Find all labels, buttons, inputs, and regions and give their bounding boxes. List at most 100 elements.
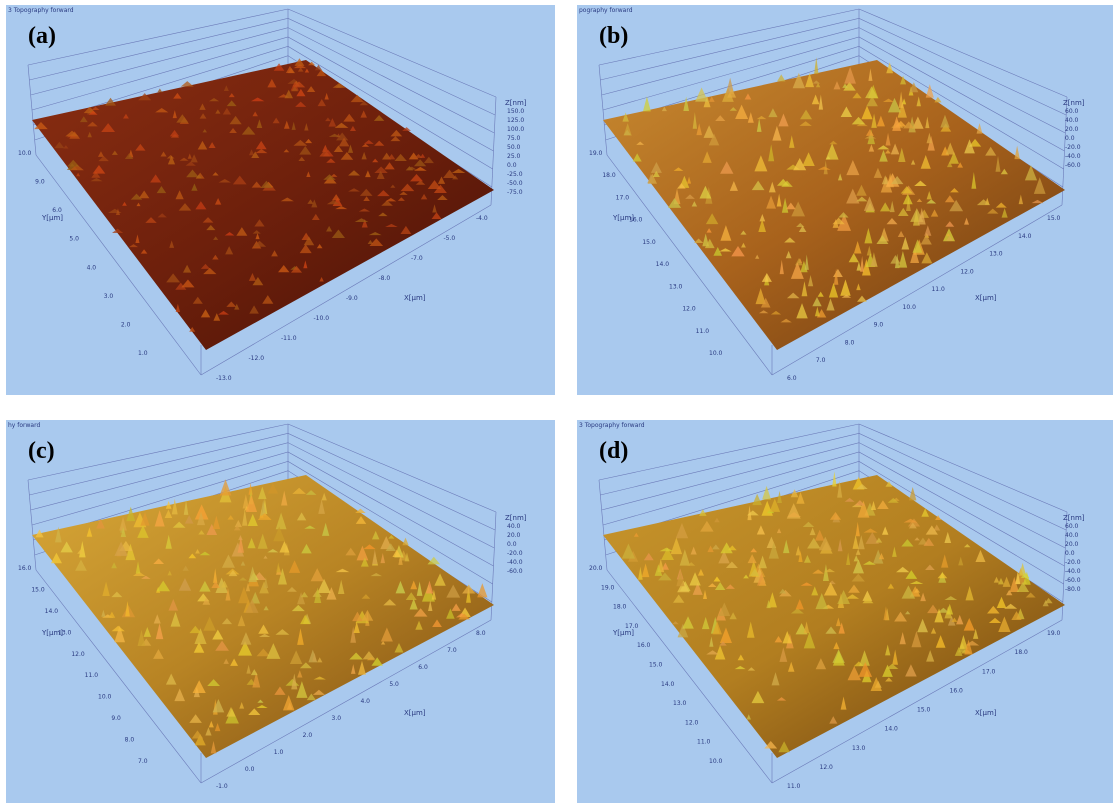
figure: 3 Topography forward(a)Z[nm]Y[µm]X[µm]15… [0, 0, 1118, 807]
x-axis-label: X[µm] [975, 709, 997, 717]
z-axis-label: Z[nm] [1063, 514, 1085, 522]
y-tick-label: 4.0 [87, 264, 97, 271]
z-tick-label: -60.0 [1065, 577, 1081, 584]
y-tick-label: 11.0 [697, 739, 711, 746]
y-tick-label: 12.0 [71, 651, 85, 658]
y-tick-label: 10.0 [98, 694, 112, 701]
z-tick-label: 40.0 [507, 523, 521, 530]
panel-header: hy forward [8, 422, 40, 429]
y-tick-label: 12.0 [682, 306, 696, 313]
x-tick-label: 7.0 [816, 357, 826, 364]
y-tick-label: 5.0 [69, 236, 79, 243]
x-tick-label: -1.0 [216, 783, 228, 790]
x-tick-label: 8.0 [845, 339, 855, 346]
z-axis-label: Z[nm] [505, 514, 527, 522]
x-tick-label: 7.0 [447, 647, 457, 654]
y-tick-label: 6.0 [52, 207, 62, 214]
x-tick-label: -9.0 [346, 295, 358, 302]
y-tick-label: 1.0 [138, 350, 148, 357]
y-tick-label: 13.0 [58, 629, 72, 636]
panel-label: (b) [599, 23, 628, 49]
z-tick-label: -25.0 [507, 171, 523, 178]
z-tick-label: 0.0 [1065, 135, 1075, 142]
x-tick-label: -5.0 [444, 235, 456, 242]
y-tick-label: 2.0 [121, 321, 131, 328]
x-tick-label: 12.0 [960, 268, 974, 275]
y-tick-label: 19.0 [589, 150, 603, 157]
y-tick-label: 18.0 [613, 604, 627, 611]
y-tick-label: 10.0 [709, 758, 723, 765]
x-tick-label: 2.0 [303, 732, 313, 739]
panel-header: 3 Topography forward [8, 7, 74, 14]
y-tick-label: 19.0 [601, 584, 615, 591]
z-tick-label: 20.0 [507, 532, 521, 539]
panel-header: 3 Topography forward [579, 422, 645, 429]
z-tick-label: -20.0 [1065, 144, 1081, 151]
y-axis-label: Y[µm] [41, 214, 63, 222]
z-tick-label: -75.0 [507, 189, 523, 196]
y-tick-label: 18.0 [602, 172, 616, 179]
y-tick-label: 11.0 [696, 328, 710, 335]
x-tick-label: 8.0 [476, 630, 486, 637]
z-tick-label: 150.0 [507, 108, 524, 115]
x-tick-label: 1.0 [274, 749, 284, 756]
x-tick-label: 11.0 [931, 286, 945, 293]
x-tick-label: 13.0 [989, 251, 1003, 258]
panel-label: (c) [28, 438, 55, 464]
z-axis-label: Z[nm] [505, 99, 527, 107]
y-tick-label: 16.0 [637, 642, 651, 649]
x-tick-label: 4.0 [360, 698, 370, 705]
y-tick-label: 8.0 [125, 737, 135, 744]
y-tick-label: 13.0 [673, 700, 687, 707]
x-tick-label: 16.0 [950, 687, 964, 694]
y-tick-label: 20.0 [589, 565, 603, 572]
y-tick-label: 10.0 [18, 150, 32, 157]
x-tick-label: 19.0 [1047, 630, 1061, 637]
x-tick-label: 0.0 [245, 766, 255, 773]
panel: 3 Topography forward(d)Z[nm]Y[µm]X[µm]60… [577, 420, 1113, 803]
z-tick-label: 0.0 [507, 162, 517, 169]
z-tick-label: 60.0 [1065, 108, 1079, 115]
y-tick-label: 17.0 [616, 194, 630, 201]
x-tick-label: -11.0 [281, 335, 297, 342]
y-tick-label: 10.0 [709, 350, 723, 357]
z-tick-label: 20.0 [1065, 541, 1079, 548]
x-tick-label: 11.0 [787, 783, 801, 790]
x-tick-label: 13.0 [852, 745, 866, 752]
y-tick-label: 16.0 [18, 565, 32, 572]
x-tick-label: 6.0 [418, 664, 428, 671]
z-tick-label: 100.0 [507, 126, 524, 133]
panel-header: pography forward [579, 7, 633, 14]
x-tick-label: -4.0 [476, 215, 488, 222]
y-tick-label: 13.0 [669, 283, 683, 290]
x-tick-label: 18.0 [1015, 649, 1029, 656]
z-tick-label: -80.0 [1065, 586, 1081, 593]
y-tick-label: 16.0 [629, 217, 643, 224]
y-tick-label: 17.0 [625, 623, 639, 630]
z-tick-label: -50.0 [507, 180, 523, 187]
y-tick-label: 14.0 [661, 681, 675, 688]
x-tick-label: 14.0 [885, 726, 899, 733]
z-tick-label: -20.0 [1065, 559, 1081, 566]
x-tick-label: 17.0 [982, 668, 996, 675]
z-tick-label: 125.0 [507, 117, 524, 124]
z-tick-label: -20.0 [507, 550, 523, 557]
panel: 3 Topography forward(a)Z[nm]Y[µm]X[µm]15… [6, 5, 555, 395]
z-tick-label: -60.0 [507, 568, 523, 575]
y-tick-label: 9.0 [35, 179, 45, 186]
x-tick-label: 5.0 [389, 681, 399, 688]
x-tick-label: 10.0 [903, 304, 917, 311]
x-tick-label: -8.0 [379, 275, 391, 282]
y-tick-label: 11.0 [85, 672, 99, 679]
panel: hy forward(c)Z[nm]Y[µm]X[µm]40.020.00.0-… [6, 420, 555, 803]
x-axis-label: X[µm] [404, 294, 426, 302]
panel: pography forward(b)Z[nm]Y[µm]X[µm]60.040… [577, 5, 1113, 395]
z-tick-label: 25.0 [507, 153, 521, 160]
z-tick-label: 20.0 [1065, 126, 1079, 133]
z-tick-label: 40.0 [1065, 532, 1079, 539]
z-axis-label: Z[nm] [1063, 99, 1085, 107]
z-tick-label: 60.0 [1065, 523, 1079, 530]
x-tick-label: 14.0 [1018, 233, 1032, 240]
x-axis-label: X[µm] [975, 294, 997, 302]
y-tick-label: 14.0 [656, 261, 670, 268]
